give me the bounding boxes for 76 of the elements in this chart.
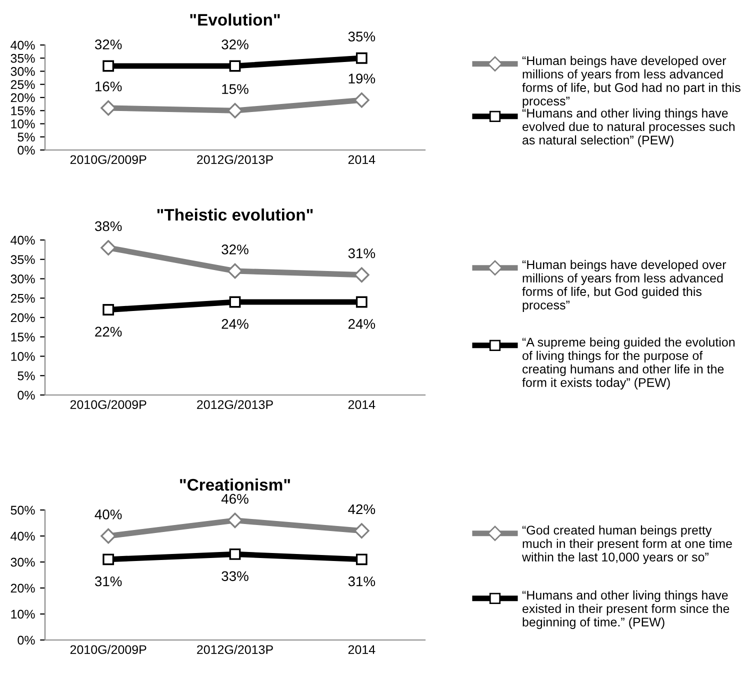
y-tick-label: 0% [18, 636, 35, 645]
point [102, 60, 114, 72]
legend-label: “A supreme being guided the evolution of living things for the purpose of creating humans and other life in the form it exists today” (PEW) [522, 337, 735, 390]
point [227, 102, 243, 118]
data-label: 42% [348, 504, 376, 514]
y-tick-label: 20% [10, 584, 35, 593]
point [227, 512, 243, 528]
point [356, 296, 368, 308]
y-tick-label: 15% [11, 106, 35, 116]
point [356, 52, 368, 64]
data-label: 15% [222, 84, 248, 94]
data-label: 40% [94, 510, 122, 520]
legend-label: “God created human beings pretty much in their present form at one time within the last 10,000 years or so” [522, 525, 732, 564]
x-tick-label: 2010G/2009P [70, 154, 146, 164]
y-tick-label: 10% [11, 352, 35, 361]
data-label: 33% [222, 571, 248, 582]
y-tick-label: 30% [10, 558, 35, 567]
data-label: 16% [95, 82, 122, 92]
data-label: 31% [348, 248, 376, 258]
legend-label: “Humans and other living things have existed in their present form since the beginning of time.” (PEW) [522, 590, 730, 629]
y-tick-label: 40% [10, 532, 35, 541]
y-tick-label: 5% [18, 371, 35, 380]
y-tick-label: 10% [11, 120, 35, 128]
y-tick-label: 35% [10, 255, 35, 264]
y-tick-label: 0% [18, 146, 35, 155]
point [354, 92, 370, 108]
y-tick-label: 35% [10, 54, 35, 63]
y-tick-label: 20% [10, 93, 35, 102]
data-label: 32% [94, 40, 122, 50]
x-tick-label: 2010G/2009P [70, 400, 146, 410]
legend-label: “Human beings have developed over millions of years from less advanced forms of life, but God had no part in this process” [522, 56, 740, 108]
data-label: 24% [222, 319, 248, 329]
x-tick-label: 2010G/2009P [70, 644, 146, 654]
data-label: 46% [221, 494, 248, 504]
point [100, 240, 116, 256]
data-label: 24% [348, 319, 376, 329]
y-tick-label: 30% [10, 67, 35, 76]
chart-title: "Theistic evolution" [157, 208, 313, 221]
y-tick-label: 25% [10, 80, 35, 90]
x-tick-label: 2014 [348, 155, 376, 164]
point [102, 304, 114, 316]
data-label: 22% [95, 326, 122, 337]
y-tick-label: 40% [10, 40, 35, 50]
data-label: 31% [348, 576, 376, 586]
chart-title: "Creationism" [180, 478, 290, 491]
point [100, 528, 116, 544]
x-tick-label: 2012G/2013P [197, 644, 273, 654]
y-tick-label: 0% [18, 390, 35, 400]
x-tick-label: 2012G/2013P [197, 154, 273, 164]
y-tick-label: 30% [10, 274, 35, 284]
legend-label: “Humans and other living things have evolved due to natural processes such as natural selection” (PEW) [522, 108, 735, 147]
y-tick-label: 20% [10, 313, 35, 322]
point [356, 554, 368, 566]
point [354, 523, 370, 539]
y-tick-label: 5% [18, 132, 35, 142]
data-label: 35% [348, 32, 376, 42]
y-tick-label: 25% [10, 294, 35, 303]
point [227, 263, 243, 279]
chart-title: "Evolution" [190, 13, 280, 26]
x-tick-label: 2014 [348, 400, 376, 410]
x-tick-label: 2012G/2013P [197, 400, 273, 410]
y-tick-label: 10% [11, 610, 35, 619]
data-label: 19% [348, 74, 376, 84]
x-tick-label: 2014 [348, 645, 376, 654]
y-tick-label: 15% [11, 332, 35, 342]
point [229, 548, 241, 560]
data-label: 31% [94, 576, 122, 586]
y-tick-label: 50% [10, 506, 35, 515]
data-label: 32% [222, 244, 248, 254]
data-label: 32% [222, 40, 248, 50]
point [229, 60, 241, 72]
legend-label: “Human beings have developed over millions of years from less advanced forms of life, but God guided this process” [522, 260, 726, 312]
y-tick-label: 40% [10, 236, 35, 245]
data-label: 38% [94, 221, 122, 232]
point [102, 554, 114, 566]
point [229, 296, 241, 308]
